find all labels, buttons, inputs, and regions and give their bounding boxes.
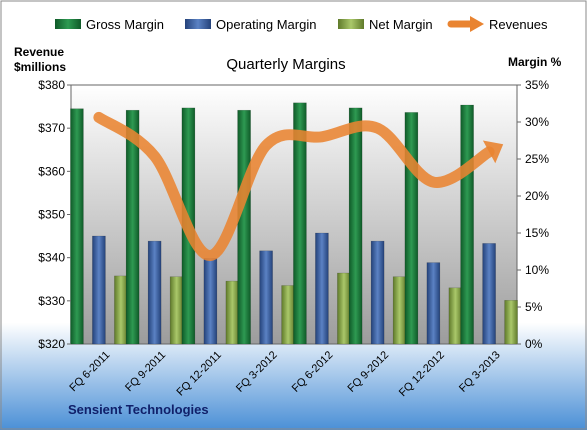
bar-net-margin: [337, 272, 351, 345]
left-tick-label: $350: [38, 208, 65, 222]
revenue-line: [93, 111, 495, 261]
bar-operating-margin: [259, 250, 273, 345]
legend-swatch-net-margin: [338, 19, 364, 29]
legend: Gross Margin Operating Margin Net Margin…: [55, 16, 548, 32]
right-tick-label: 0%: [525, 337, 543, 351]
revenue-arrowhead: [482, 140, 504, 164]
right-tick-label: 5%: [525, 300, 543, 314]
company-name: Sensient Technologies: [68, 402, 209, 417]
legend-label-gross-margin: Gross Margin: [86, 17, 164, 32]
bar-gross-margin: [125, 109, 140, 345]
bar-gross-margin: [404, 112, 419, 345]
right-tick-label: 10%: [525, 263, 549, 277]
bar-operating-margin: [92, 235, 106, 345]
legend-swatch-gross-margin: [55, 19, 81, 29]
bar-gross-margin: [237, 109, 251, 345]
left-axis-title-line1: Revenue: [14, 45, 64, 59]
legend-swatch-operating-margin: [185, 19, 211, 29]
legend-label-net-margin: Net Margin: [369, 17, 433, 32]
bar-operating-margin: [482, 243, 496, 345]
bar-net-margin: [114, 275, 128, 345]
bar-net-margin: [281, 285, 295, 345]
left-axis-title-line2: $millions: [14, 60, 66, 74]
left-axis-ticks: $320 $330 $340 $350 $360 $370 $380: [38, 78, 71, 351]
revenue-line-group: [93, 111, 504, 261]
right-tick-label: 20%: [525, 189, 549, 203]
left-tick-label: $360: [38, 164, 65, 178]
bar-gross-margin: [460, 104, 474, 345]
bar-operating-margin: [426, 262, 441, 345]
right-tick-label: 25%: [525, 152, 549, 166]
bar-gross-margin: [348, 107, 363, 345]
right-tick-label: 35%: [525, 78, 549, 92]
right-tick-label: 30%: [525, 115, 549, 129]
bar-operating-margin: [203, 257, 218, 345]
bar-operating-margin: [315, 232, 329, 345]
left-tick-label: $370: [38, 121, 65, 135]
bar-net-margin: [169, 276, 184, 345]
right-axis-ticks: 0% 5% 10% 15% 20% 25% 30% 35%: [517, 78, 549, 351]
bar-operating-margin: [147, 240, 162, 345]
legend-label-revenues: Revenues: [489, 17, 548, 32]
bar-net-margin: [392, 276, 407, 345]
bar-net-margin: [448, 287, 463, 345]
bar-net-margin: [225, 280, 240, 345]
bar-net-margin: [504, 300, 518, 345]
legend-arrowhead-revenues: [470, 16, 484, 32]
bar-operating-margin: [370, 240, 385, 345]
bar-gross-margin: [293, 102, 307, 345]
left-tick-label: $330: [38, 294, 65, 308]
bar-gross-margin: [70, 108, 84, 345]
left-tick-label: $380: [38, 78, 65, 92]
left-tick-label: $340: [38, 251, 65, 265]
chart-title: Quarterly Margins: [226, 56, 345, 73]
legend-label-operating-margin: Operating Margin: [216, 17, 316, 32]
right-tick-label: 15%: [525, 226, 549, 240]
right-axis-title: Margin %: [508, 55, 562, 69]
left-tick-label: $320: [38, 337, 65, 351]
